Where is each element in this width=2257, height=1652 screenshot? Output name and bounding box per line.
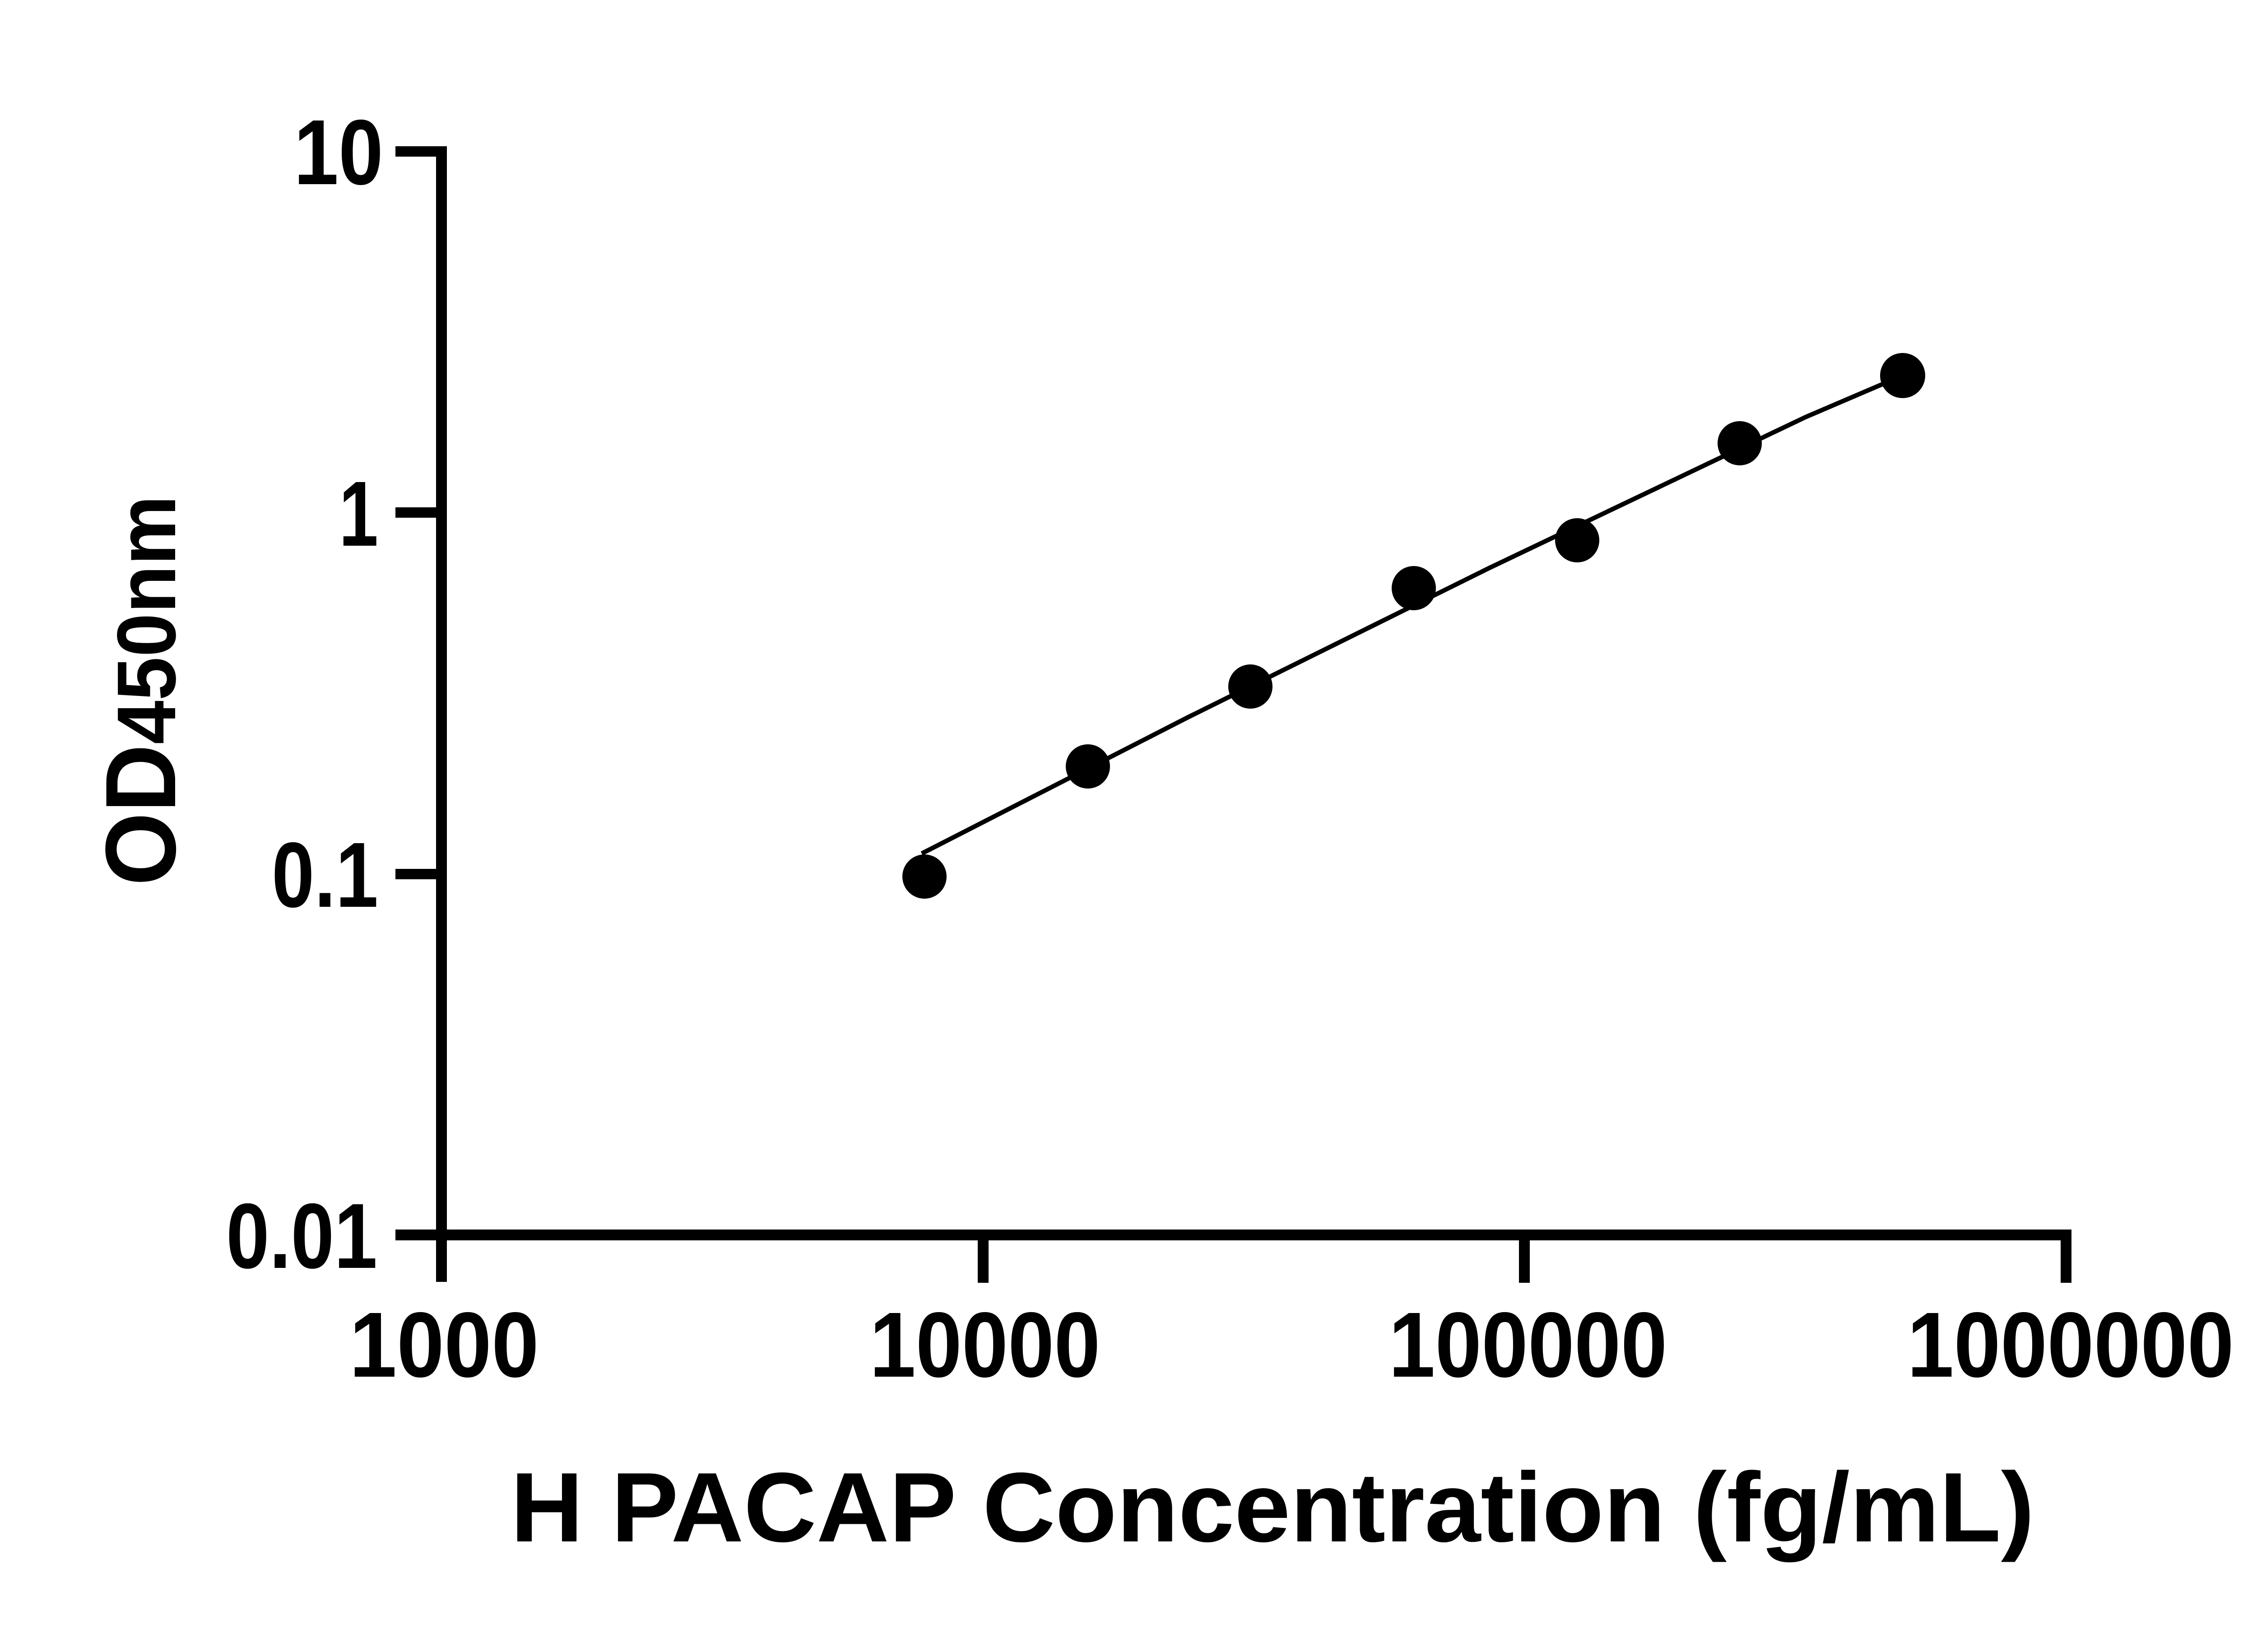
- svg-text:0.01: 0.01: [226, 1184, 377, 1288]
- svg-text:100000: 100000: [1389, 1293, 1667, 1397]
- svg-text:10000: 10000: [870, 1293, 1101, 1397]
- svg-text:OD450nm: OD450nm: [84, 496, 196, 886]
- svg-text:1: 1: [339, 462, 378, 566]
- svg-text:H PACAP Concentration (fg/mL): H PACAP Concentration (fg/mL): [511, 1452, 2034, 1563]
- svg-text:0.1: 0.1: [272, 823, 378, 927]
- svg-text:1000000: 1000000: [1907, 1293, 2234, 1397]
- svg-text:10: 10: [294, 101, 383, 204]
- svg-text:1000: 1000: [349, 1293, 539, 1397]
